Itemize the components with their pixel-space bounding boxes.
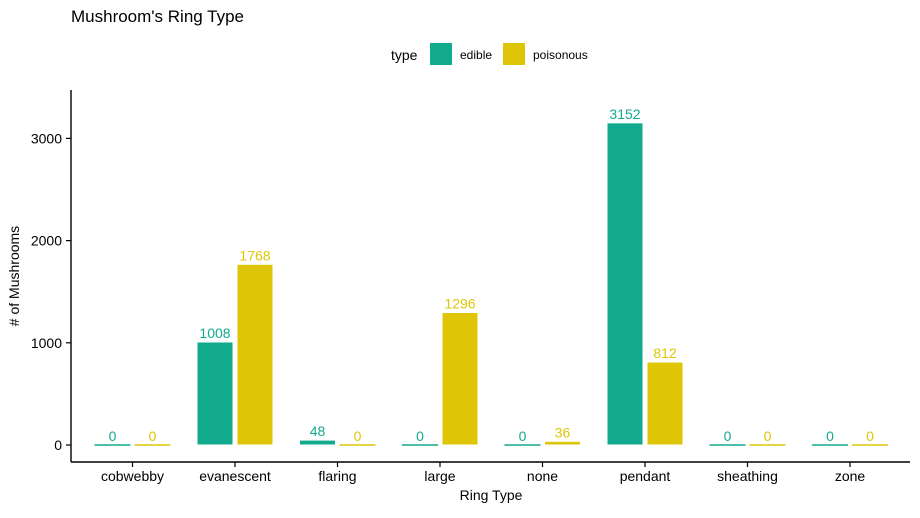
plot-marks: 0 0 1008 1768 48 0 0 1296 0 36 3152 812 0 0 0 0 [94,106,888,446]
bar-none-poisonous [544,440,581,446]
data-label-large-edible: 0 [416,428,424,444]
legend: type edible poisonous [391,43,588,65]
data-label-none-edible: 0 [519,428,527,444]
data-label-zone-edible: 0 [826,428,834,444]
x-tick-label: large [424,468,455,484]
data-label-none-poisonous: 36 [555,424,571,440]
bar-large-poisonous [441,312,479,446]
x-tick-label: evanescent [199,468,271,484]
data-label-evanescent-edible: 1008 [199,325,230,341]
x-tick-label: zone [835,468,866,484]
data-label-evanescent-poisonous: 1768 [239,247,270,263]
x-tick-label: cobwebby [101,468,164,484]
legend-label-edible: edible [460,48,492,62]
legend-swatch-poisonous [503,43,525,65]
data-label-pendant-edible: 3152 [609,106,640,122]
data-label-zone-poisonous: 0 [866,428,874,444]
x-tick-label: flaring [318,468,356,484]
data-label-flaring-poisonous: 0 [354,428,362,444]
bar-pendant-edible [606,122,644,446]
y-tick-label: 3000 [31,130,62,146]
x-tick-label: sheathing [717,468,778,484]
data-label-pendant-poisonous: 812 [653,345,677,361]
data-label-sheathing-poisonous: 0 [764,428,772,444]
y-axis-title: # of Mushrooms [6,226,22,326]
legend-swatch-edible [430,43,452,65]
data-label-cobwebby-edible: 0 [109,428,117,444]
y-ticks: 0 1000 2000 3000 [31,130,71,453]
x-ticks: cobwebby evanescent flaring large none pendan… [101,462,865,484]
bar-evanescent-edible [196,341,234,446]
y-tick-label: 2000 [31,233,62,249]
legend-label-poisonous: poisonous [533,48,588,62]
x-tick-label: none [527,468,558,484]
x-tick-label: pendant [620,468,671,484]
bar-flaring-edible [299,439,336,446]
x-axis-title: Ring Type [460,487,523,503]
y-tick-label: 0 [54,437,62,453]
data-label-large-poisonous: 1296 [444,296,475,312]
data-label-flaring-edible: 48 [310,423,326,439]
legend-title: type [391,47,418,63]
bar-evanescent-poisonous [236,263,274,446]
chart-title: Mushroom's Ring Type [71,7,244,26]
y-tick-label: 1000 [31,335,62,351]
data-label-sheathing-edible: 0 [724,428,732,444]
data-label-cobwebby-poisonous: 0 [149,428,157,444]
bar-pendant-poisonous [646,361,684,446]
